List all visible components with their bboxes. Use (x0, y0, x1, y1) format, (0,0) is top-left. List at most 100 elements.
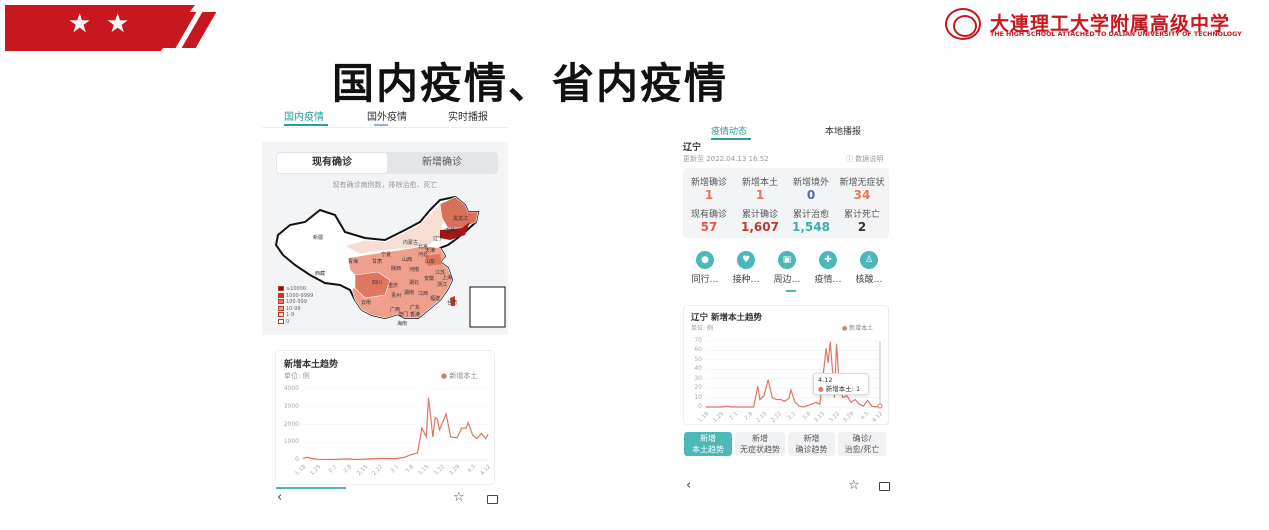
province-label: 辽宁 (433, 236, 444, 242)
stat-label: 累计确诊 (741, 210, 778, 220)
legend-label: 0 (286, 318, 290, 325)
stat-value: 1 (755, 188, 765, 202)
province-label: 新疆 (313, 235, 324, 241)
province-label: 陕西 (391, 266, 402, 272)
y-tick-label: 70 (694, 337, 702, 344)
star-icon[interactable]: ☆ (453, 490, 465, 505)
stats-panel (683, 168, 889, 238)
province-label: 山西 (402, 257, 413, 263)
legend-item: 0 (278, 318, 290, 325)
star-icon[interactable]: ☆ (848, 478, 860, 493)
trend-button[interactable]: 新增 确诊趋势 (788, 432, 835, 456)
province-label: 内蒙古 (403, 240, 419, 246)
active-tab-indicator (284, 124, 328, 126)
tab-live[interactable]: 实时播报 (448, 112, 488, 123)
back-icon[interactable]: ‹ (686, 478, 692, 493)
button-line1: 新增 (700, 434, 716, 443)
tab-dynamics[interactable]: 疫情动态 (711, 127, 748, 137)
test-tube-icon[interactable]: ♙ (860, 251, 878, 269)
chart-title: 新增本土趋势 (284, 360, 339, 370)
button-line2: 治愈/死亡 (844, 445, 880, 454)
trend-button[interactable]: 确诊/治愈/死亡 (838, 432, 886, 456)
legend-label: 新增本土 (449, 372, 478, 380)
south-china-sea-inset (469, 286, 506, 328)
data-note-link[interactable]: ⓘ 数据说明 (846, 154, 883, 164)
y-tick-label: 0 (698, 403, 702, 410)
info-icon: ⓘ (846, 155, 856, 163)
person-icon[interactable]: ● (696, 251, 714, 269)
stat-value: 2 (857, 220, 867, 234)
region-heilongjiang (439, 196, 479, 229)
y-tick-label: 1000 (283, 438, 299, 446)
slide-title: 国内疫情、省内疫情 (331, 59, 728, 108)
y-tick-label: 0 (295, 456, 299, 463)
tooltip-value: ● 新增本土: 1 (818, 385, 864, 394)
chart-legend: ● 新增本土 (441, 371, 477, 381)
shortcut-label[interactable]: 接种… (732, 275, 760, 285)
trend-chart-card: 新增本土趋势 单位: 例 ● 新增本土 (275, 350, 495, 485)
legend-item: 1-9 (278, 312, 294, 318)
legend-label: 1-9 (286, 312, 295, 318)
chart-legend: ● 新增本土 (842, 323, 873, 332)
legend-item: 100-999 (278, 299, 307, 305)
segment-current[interactable]: 现有确诊 (277, 153, 387, 173)
province-label: 重庆 (388, 283, 399, 289)
province-label: 河南 (409, 267, 420, 273)
segment-new[interactable]: 新增确诊 (422, 157, 462, 168)
page-indicator (786, 290, 796, 292)
province-label: 湖北 (409, 280, 420, 286)
province-label: 吉林 (445, 228, 456, 234)
tab-international[interactable]: 国外疫情 (367, 112, 407, 123)
building-icon[interactable]: ▣ (778, 251, 796, 269)
province-label: 甘肃 (372, 259, 383, 265)
tab-local[interactable]: 本地播报 (825, 127, 862, 137)
school-logo-text: 大連理工大学附属高级中学 (990, 13, 1231, 35)
province-label: 天津 (425, 248, 436, 254)
tabs-icon[interactable] (879, 482, 890, 491)
tooltip-date: 4.12 (818, 376, 833, 384)
province-label: 香港 (410, 312, 421, 318)
legend-label: 100-999 (286, 299, 307, 305)
china-map[interactable] (262, 100, 508, 340)
province-label: 江苏 (435, 270, 446, 276)
province-label: 河北 (418, 252, 429, 258)
stat-label: 累计死亡 (843, 210, 880, 220)
stat-label: 现有确诊 (690, 210, 727, 220)
shortcut-label[interactable]: 同行… (691, 275, 719, 285)
region-sichuan (354, 271, 391, 299)
province-label: 广东 (410, 305, 421, 311)
shortcut-label[interactable]: 周边… (773, 275, 801, 285)
stat-value: 57 (700, 220, 718, 234)
stat-value: 1,607 (741, 220, 779, 234)
y-tick-label: 10 (694, 393, 702, 401)
province-label: 云南 (361, 300, 372, 306)
legend-label: 1000-9999 (286, 292, 314, 299)
map-caption: 现有确诊病例数，排除治愈、死亡 (332, 181, 438, 189)
school-logo-english: THE HIGH SCHOOL ATTACHED TO DALIAN UNIVE… (990, 31, 1242, 38)
trend-button[interactable]: 新增 本土趋势 (684, 432, 732, 456)
hospital-icon[interactable]: ✚ (819, 251, 837, 269)
right-phone-screenshot: 疫情动态 本地播报 辽宁 更新至 2022.04.13 16:52 ⓘ 数据说明… (678, 118, 898, 498)
shortcut-label[interactable]: 核酸… (855, 275, 883, 285)
legend-label: 10-99 (286, 305, 301, 312)
tabs-icon[interactable] (487, 495, 498, 504)
shield-icon[interactable]: ♥ (737, 251, 755, 269)
province-label: 安徽 (424, 276, 435, 282)
button-line2: 本土趋势 (692, 445, 724, 454)
chart-unit: 单位: 例 (691, 325, 713, 332)
legend-item: 1000-9999 (278, 292, 314, 299)
region-taiwan (450, 296, 455, 306)
y-tick-label: 50 (694, 355, 702, 363)
shortcut-label[interactable]: 疫情… (814, 275, 842, 285)
star-icon: ★ (68, 9, 92, 39)
legend-swatch (278, 292, 284, 298)
province-label: 海南 (397, 321, 408, 327)
province-label: 宁夏 (381, 252, 392, 258)
trend-button[interactable]: 新增 无症状趋势 (735, 432, 785, 456)
stat-value: 0 (806, 188, 816, 202)
province-label: 四川 (372, 280, 383, 286)
tab-domestic[interactable]: 国内疫情 (284, 112, 324, 123)
province-label: 青海 (348, 259, 359, 265)
chart-unit: 单位: 例 (284, 372, 310, 380)
back-icon[interactable]: ‹ (277, 490, 283, 505)
